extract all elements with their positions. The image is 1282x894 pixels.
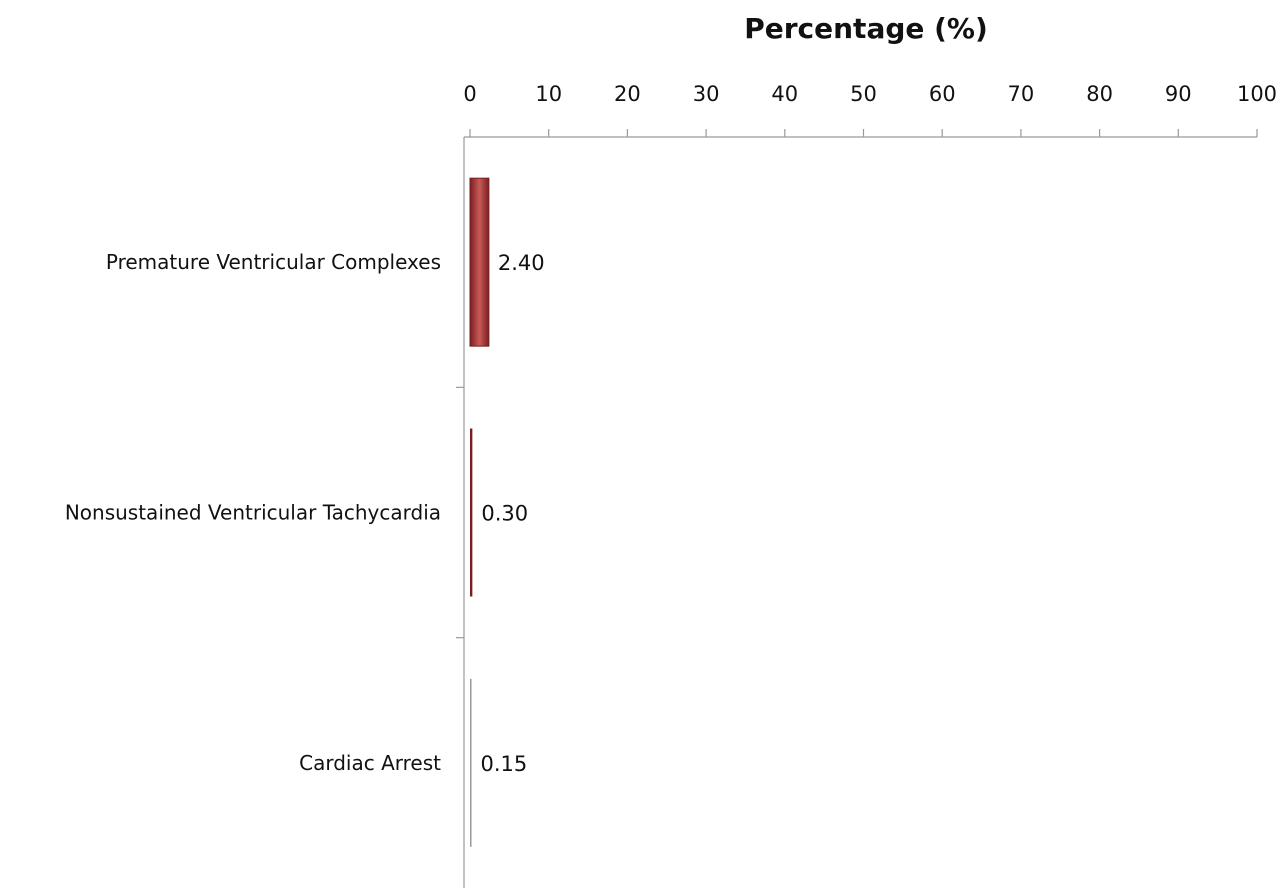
- value-label: 2.40: [498, 251, 545, 275]
- bars: Premature Ventricular Complexes 2.40 Nonsu…: [65, 177, 545, 847]
- x-tick-label: 20: [614, 82, 641, 106]
- x-tick-label: 80: [1086, 82, 1113, 106]
- category-label: Premature Ventricular Complexes: [106, 250, 441, 274]
- x-tick-label: 50: [850, 82, 877, 106]
- x-axis-title: Percentage (%): [744, 12, 988, 45]
- x-tick-label: 100: [1237, 82, 1277, 106]
- x-tick-label: 40: [771, 82, 798, 106]
- category-label: Cardiac Arrest: [299, 751, 441, 775]
- category-label: Nonsustained Ventricular Tachycardia: [65, 501, 441, 525]
- x-tick-label: 70: [1008, 82, 1035, 106]
- bar: [470, 428, 473, 597]
- x-tick-label: 60: [929, 82, 956, 106]
- x-tick-label: 0: [463, 82, 476, 106]
- value-label: 0.30: [481, 502, 528, 526]
- x-tick-label: 10: [535, 82, 562, 106]
- x-axis-ticks: 0 10 20 30 40 50 60 70 80 90 100: [456, 82, 1277, 888]
- bar: [469, 177, 490, 347]
- x-tick-label: 90: [1165, 82, 1192, 106]
- x-tick-label: 30: [693, 82, 720, 106]
- value-label: 0.15: [481, 752, 528, 776]
- bar: [470, 678, 472, 847]
